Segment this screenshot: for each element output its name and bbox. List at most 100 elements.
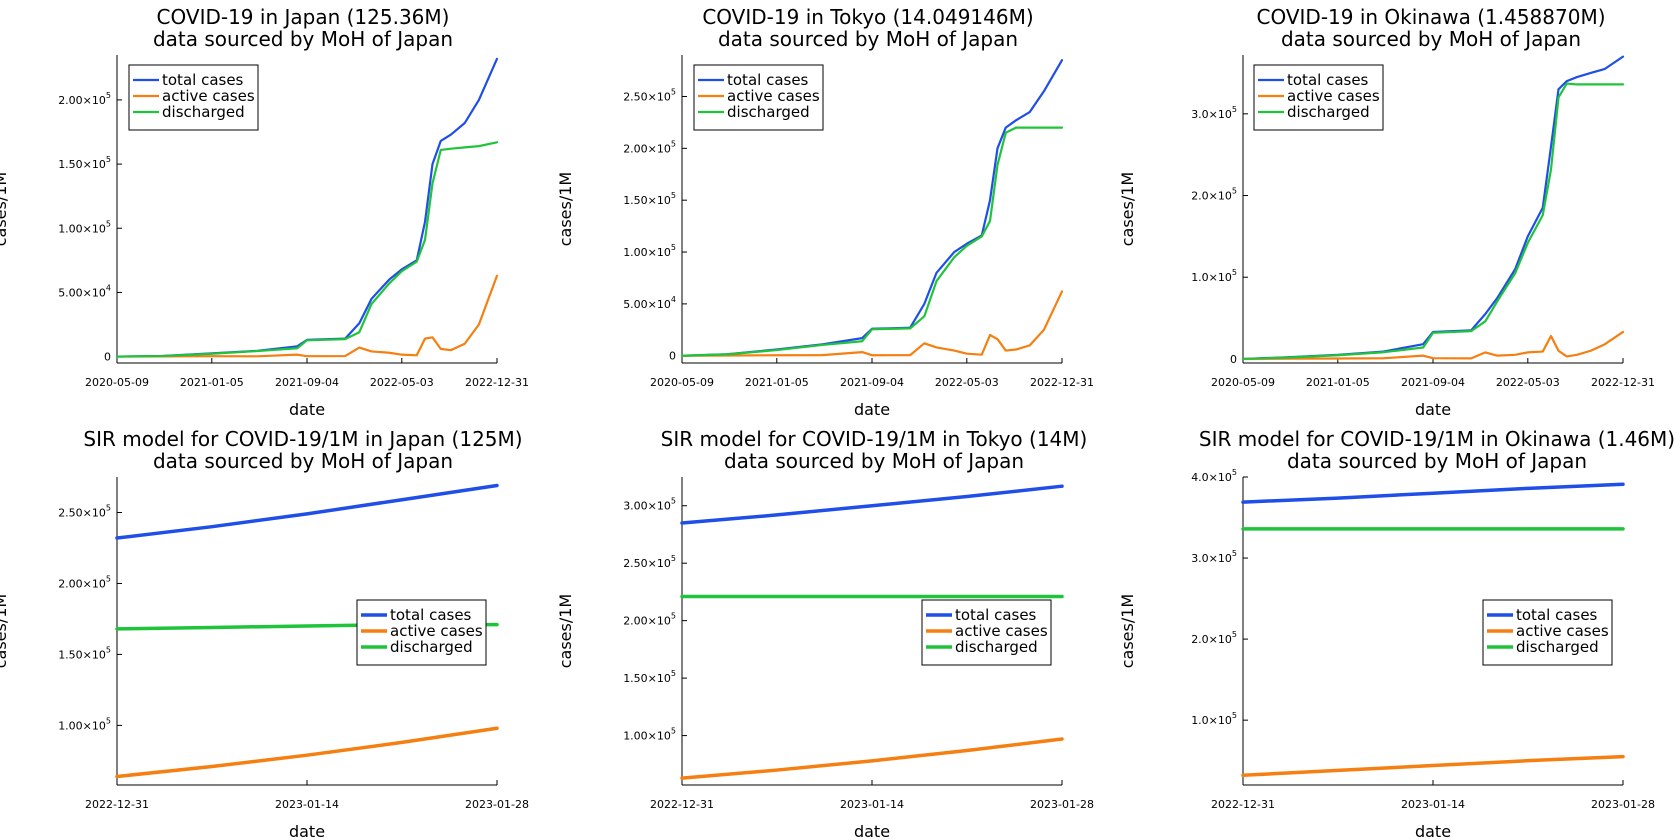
y-tick-exponent: 5: [106, 716, 111, 725]
y-tick-base: 2.00×10: [623, 615, 671, 628]
x-tick-label: 2023-01-28: [1591, 798, 1655, 811]
x-axis-label: date: [289, 400, 325, 419]
legend-label: active cases: [1516, 622, 1609, 640]
x-tick-label: 2022-12-31: [1591, 376, 1655, 389]
chart-panel-4: SIR model for COVID-19/1M in Japan (125M…: [0, 427, 529, 840]
legend-label: active cases: [955, 622, 1048, 640]
y-tick-exponent: 5: [1232, 468, 1237, 477]
y-tick-exponent: 5: [671, 139, 676, 148]
y-tick-base: 0: [104, 351, 111, 364]
y-tick-base: 1.50×10: [58, 648, 106, 661]
chart-title-line: COVID-19 in Tokyo (14.049146M): [702, 5, 1033, 29]
series-line-active-cases: [1241, 754, 1625, 778]
y-tick-base: 2.00×10: [58, 577, 106, 590]
y-tick-label: 3.00×105: [623, 497, 676, 513]
y-tick-exponent: 5: [106, 91, 111, 100]
y-tick-base: 5.00×10: [623, 298, 671, 311]
y-tick-base: 2.50×10: [623, 557, 671, 570]
chart-title: COVID-19 in Okinawa (1.458870M) data sour…: [1256, 5, 1605, 51]
y-tick-label: 1.00×105: [58, 716, 111, 732]
series-line-total-cases: [115, 483, 499, 540]
y-tick-label: 3.0×105: [1191, 105, 1237, 121]
x-tick-label: 2021-01-05: [1306, 376, 1370, 389]
legend-label: active cases: [1287, 87, 1380, 105]
chart-title: SIR model for COVID-19/1M in Okinawa (1.…: [1199, 427, 1675, 473]
y-axis-label: cases/1M: [0, 594, 10, 669]
series-line-discharged: [680, 126, 1064, 357]
x-tick-label: 2020-05-09: [85, 376, 149, 389]
y-axis-label: cases/1M: [0, 172, 10, 247]
x-tick-label: 2021-09-04: [275, 376, 339, 389]
y-tick-exponent: 5: [671, 669, 676, 678]
y-tick-base: 1.0×10: [1191, 714, 1232, 727]
y-tick-base: 5.00×10: [58, 286, 106, 299]
y-tick-base: 3.0×10: [1191, 552, 1232, 565]
series-line-discharged: [115, 141, 499, 358]
x-axis-label: date: [854, 400, 890, 419]
y-tick-base: 2.0×10: [1191, 633, 1232, 646]
legend-box: [1253, 64, 1384, 131]
y-tick-label: 5.00×104: [58, 283, 111, 299]
x-tick-label: 2022-12-31: [1211, 798, 1275, 811]
y-tick-exponent: 5: [671, 554, 676, 563]
chart-title-line: SIR model for COVID-19/1M in Okinawa (1.…: [1199, 427, 1675, 451]
x-tick-label: 2021-01-05: [745, 376, 809, 389]
y-tick-exponent: 5: [106, 574, 111, 583]
chart-panel-2: COVID-19 in Tokyo (14.049146M) data sourc…: [556, 5, 1094, 419]
y-tick-label: 0: [669, 350, 676, 363]
chart-title-line: data sourced by MoH of Japan: [1287, 449, 1587, 473]
legend-label: discharged: [1287, 103, 1370, 121]
chart-panel-3: COVID-19 in Okinawa (1.458870M) data sour…: [1118, 5, 1655, 419]
chart-title-line: data sourced by MoH of Japan: [153, 27, 453, 51]
series-line-total-cases: [1241, 482, 1625, 504]
y-tick-base: 2.50×10: [623, 90, 671, 103]
chart-title-line: COVID-19 in Okinawa (1.458870M): [1256, 5, 1605, 29]
series-line-discharged: [1241, 82, 1625, 361]
y-tick-exponent: 5: [1232, 187, 1237, 196]
chart-title-line: data sourced by MoH of Japan: [153, 449, 453, 473]
y-tick-base: 1.50×10: [58, 158, 106, 171]
legend-label: total cases: [955, 606, 1037, 624]
x-axis-label: date: [1415, 822, 1451, 840]
y-tick-base: 0: [1230, 353, 1237, 366]
y-tick-exponent: 5: [1232, 549, 1237, 558]
y-tick-label: 3.0×105: [1191, 549, 1237, 565]
legend-label: discharged: [727, 103, 810, 121]
chart-panel-5: SIR model for COVID-19/1M in Tokyo (14M)…: [556, 427, 1094, 840]
y-tick-base: 1.50×10: [623, 194, 671, 207]
y-tick-label: 1.0×105: [1191, 711, 1237, 727]
series-line-active-cases: [115, 274, 499, 358]
y-tick-label: 2.00×105: [58, 91, 111, 107]
y-tick-base: 1.00×10: [58, 719, 106, 732]
y-axis-label: cases/1M: [1118, 172, 1137, 247]
y-tick-label: 2.0×105: [1191, 630, 1237, 646]
legend-label: active cases: [727, 87, 820, 105]
x-tick-label: 2022-12-31: [465, 376, 529, 389]
y-tick-base: 2.00×10: [58, 94, 106, 107]
y-tick-base: 2.00×10: [623, 142, 671, 155]
y-tick-exponent: 5: [671, 727, 676, 736]
x-tick-label: 2021-09-04: [840, 376, 904, 389]
y-tick-exponent: 5: [106, 219, 111, 228]
y-tick-base: 3.0×10: [1191, 108, 1232, 121]
chart-panel-1: COVID-19 in Japan (125.36M) data sourced …: [0, 5, 529, 419]
y-tick-exponent: 5: [106, 155, 111, 164]
chart-title-line: data sourced by MoH of Japan: [1281, 27, 1581, 51]
y-tick-exponent: 5: [106, 503, 111, 512]
x-axis-label: date: [854, 822, 890, 840]
legend-label: total cases: [727, 71, 809, 89]
x-tick-label: 2022-05-03: [1496, 376, 1560, 389]
x-tick-label: 2021-09-04: [1401, 376, 1465, 389]
legend-label: total cases: [162, 71, 244, 89]
y-tick-exponent: 4: [671, 295, 676, 304]
y-tick-label: 2.0×105: [1191, 187, 1237, 203]
y-tick-label: 2.50×105: [58, 503, 111, 519]
x-tick-label: 2022-12-31: [650, 798, 714, 811]
y-axis-label: cases/1M: [556, 594, 575, 669]
x-tick-label: 2023-01-14: [275, 798, 339, 811]
chart-title-line: data sourced by MoH of Japan: [718, 27, 1018, 51]
